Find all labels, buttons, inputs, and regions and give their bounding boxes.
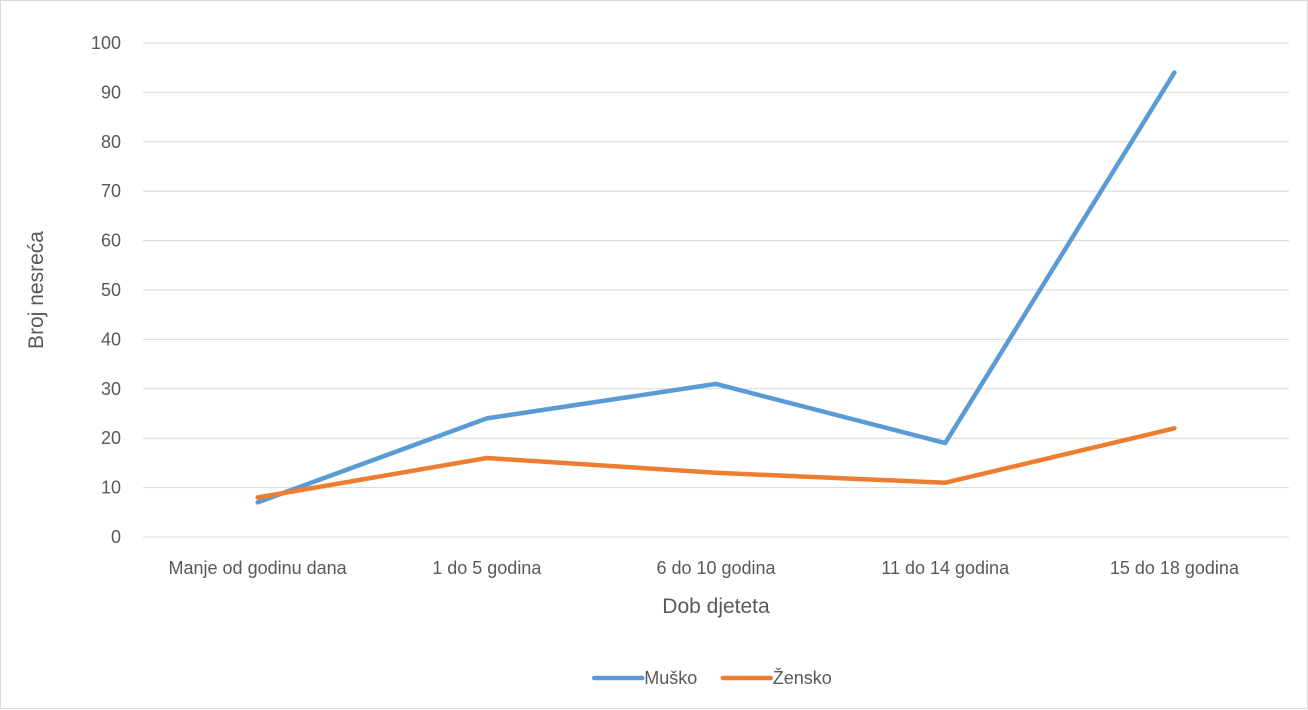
series-lines [255,70,1177,505]
x-axis-title: Dob djeteta [662,595,770,618]
y-tick-label: 70 [101,181,121,201]
series-line-1 [255,70,1177,505]
x-tick-label: 15 do 18 godina [1110,558,1240,578]
y-tick-label: 0 [111,527,121,547]
y-tick-label: 10 [101,478,121,498]
y-tick-label: 60 [101,231,121,251]
gridlines [143,42,1289,538]
y-tick-label: 40 [101,329,121,349]
y-tick-label: 50 [101,280,121,300]
y-axis-ticks: 0 10 20 30 40 50 60 70 80 90 100 [91,33,121,547]
x-tick-label: 11 do 14 godina [881,558,1010,578]
x-tick-label: 6 do 10 godina [656,558,776,578]
legend-label: Muško [644,668,697,688]
y-tick-label: 30 [101,379,121,399]
series-line-2 [255,426,1177,500]
y-tick-label: 80 [101,132,121,152]
legend: Muško Žensko [592,668,832,688]
legend-label: Žensko [773,668,832,688]
x-tick-label: Manje od godinu dana [169,558,348,578]
x-axis-ticks: Manje od godinu dana 1 do 5 godina 6 do 10… [169,558,1240,578]
y-tick-label: 90 [101,82,121,102]
x-tick-label: 1 do 5 godina [432,558,542,578]
y-axis-title: Broj nesreća [25,231,48,349]
y-tick-label: 100 [91,33,121,53]
y-tick-label: 20 [101,428,121,448]
